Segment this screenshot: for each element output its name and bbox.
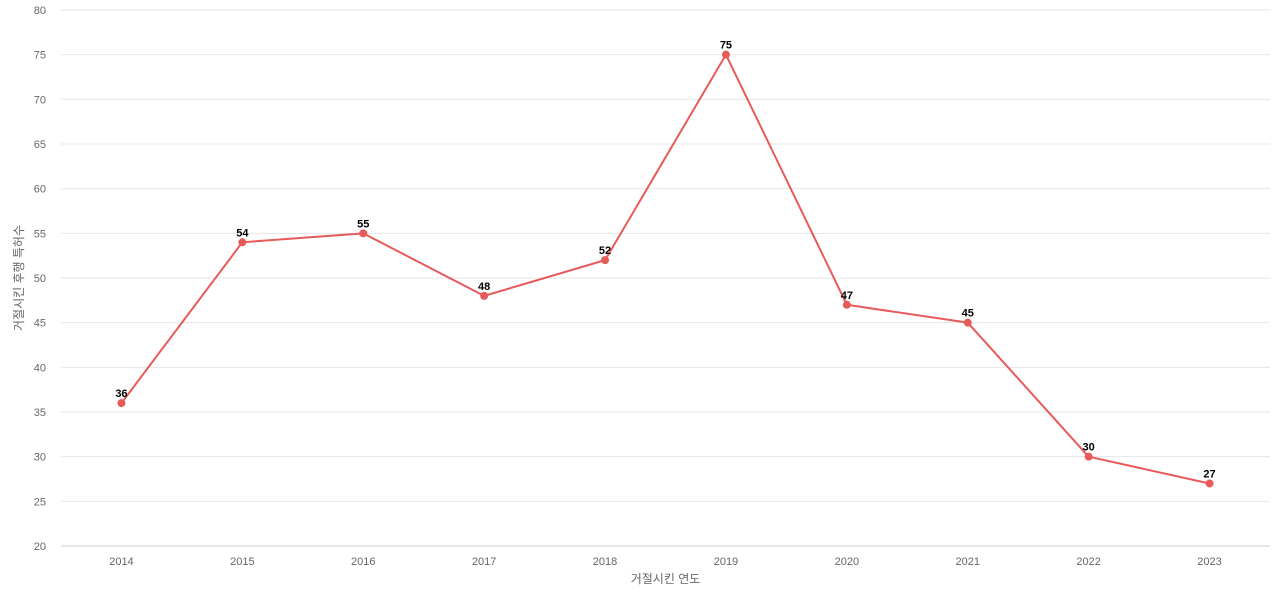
data-label: 30 bbox=[1083, 442, 1095, 454]
y-tick-label: 65 bbox=[34, 139, 46, 151]
data-label: 48 bbox=[478, 281, 490, 293]
x-axis-title: 거절시킨 연도 bbox=[631, 572, 701, 586]
y-tick-label: 25 bbox=[34, 496, 46, 508]
series-points bbox=[117, 50, 1214, 488]
y-tick-label: 80 bbox=[34, 5, 46, 17]
y-tick-label: 55 bbox=[34, 228, 46, 240]
data-point[interactable] bbox=[601, 256, 610, 265]
x-tick-label: 2015 bbox=[230, 556, 254, 568]
data-point[interactable] bbox=[238, 238, 247, 247]
data-point[interactable] bbox=[1205, 479, 1214, 488]
data-point[interactable] bbox=[721, 50, 730, 59]
y-axis-ticks: 20 25 30 35 40 45 50 55 60 65 70 75 80 bbox=[34, 5, 46, 553]
y-axis-title: 거절시킨 후행 특허수 bbox=[11, 225, 26, 331]
data-label: 54 bbox=[236, 227, 249, 239]
data-label: 75 bbox=[720, 40, 732, 52]
data-point[interactable] bbox=[359, 229, 368, 238]
x-tick-label: 2019 bbox=[714, 556, 738, 568]
data-point[interactable] bbox=[842, 300, 851, 309]
y-tick-label: 75 bbox=[34, 50, 46, 62]
y-tick-label: 35 bbox=[34, 407, 46, 419]
x-tick-label: 2021 bbox=[956, 556, 980, 568]
data-label: 27 bbox=[1203, 468, 1215, 480]
data-point[interactable] bbox=[480, 291, 489, 300]
data-point[interactable] bbox=[963, 318, 972, 327]
data-labels: 36 54 55 48 52 75 47 45 30 27 bbox=[115, 40, 1215, 481]
x-tick-label: 2018 bbox=[593, 556, 617, 568]
x-tick-label: 2022 bbox=[1076, 556, 1100, 568]
data-label: 47 bbox=[841, 290, 853, 302]
x-tick-label: 2014 bbox=[109, 556, 133, 568]
data-label: 55 bbox=[357, 218, 369, 230]
x-axis-ticks: 2014 2015 2016 2017 2018 2019 2020 2021 2022 2023 bbox=[109, 556, 1222, 568]
y-tick-label: 20 bbox=[34, 541, 46, 553]
data-label: 52 bbox=[599, 245, 611, 257]
y-tick-label: 45 bbox=[34, 318, 46, 330]
x-tick-label: 2016 bbox=[351, 556, 375, 568]
y-tick-label: 40 bbox=[34, 362, 46, 374]
data-label: 45 bbox=[962, 308, 974, 320]
y-tick-label: 60 bbox=[34, 184, 46, 196]
data-label: 36 bbox=[115, 388, 127, 400]
y-tick-label: 70 bbox=[34, 94, 46, 106]
grid-lines bbox=[61, 9, 1270, 547]
y-tick-label: 30 bbox=[34, 452, 46, 464]
series-line-path bbox=[120, 53, 1210, 485]
data-point[interactable] bbox=[1084, 452, 1093, 461]
data-point[interactable] bbox=[117, 399, 126, 408]
series-line bbox=[120, 53, 1210, 485]
x-tick-label: 2017 bbox=[472, 556, 496, 568]
x-tick-label: 2023 bbox=[1197, 556, 1221, 568]
y-tick-label: 50 bbox=[34, 273, 46, 285]
x-tick-label: 2020 bbox=[835, 556, 859, 568]
